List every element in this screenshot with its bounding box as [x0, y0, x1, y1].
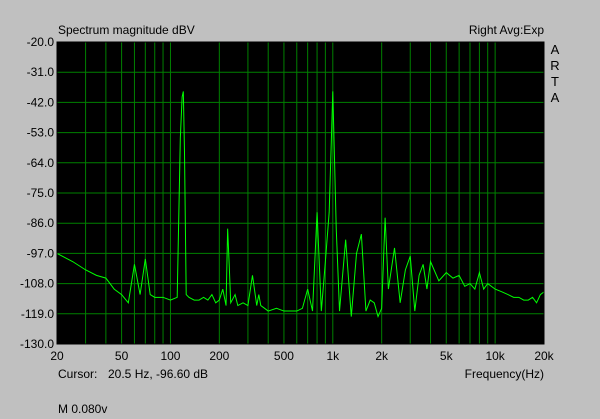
- y-tick-label: -130.0: [20, 337, 54, 351]
- x-tick-label: 10k: [485, 349, 505, 363]
- x-tick-label: 200: [209, 349, 229, 363]
- brand-letter: A: [550, 42, 560, 57]
- x-tick-label: 20: [50, 349, 64, 363]
- brand-letter: A: [550, 90, 560, 105]
- plot-frame: [56, 41, 545, 345]
- brand-letter: R: [550, 58, 560, 73]
- y-tick-label: -31.0: [27, 65, 55, 79]
- cursor-label: Cursor:: [58, 367, 98, 381]
- y-tick-label: -75.0: [27, 186, 55, 200]
- x-tick-label: 20k: [534, 349, 554, 363]
- brand-letter: T: [551, 74, 559, 89]
- x-tick-label: 2k: [375, 349, 389, 363]
- y-tick-label: -20.0: [27, 35, 55, 49]
- y-tick-label: -86.0: [27, 216, 55, 230]
- x-tick-label: 100: [160, 349, 180, 363]
- spectrum-trace: [56, 91, 545, 319]
- brand-letters: A R T A: [549, 42, 561, 106]
- y-tick-label: -119.0: [21, 307, 54, 321]
- x-tick-label: 50: [115, 349, 129, 363]
- y-tick-label: -97.0: [27, 246, 55, 260]
- y-tick-label: -64.0: [27, 156, 55, 170]
- x-tick-label: 5k: [440, 349, 454, 363]
- plot-title: Spectrum magnitude dBV: [58, 23, 195, 37]
- cursor-readout: 20.5 Hz, -96.60 dB: [108, 367, 209, 381]
- footer-status: M 0.080v: [58, 402, 108, 416]
- x-tick-label: 500: [274, 349, 294, 363]
- y-tick-label: -42.0: [27, 95, 55, 109]
- x-axis-label: Frequency(Hz): [464, 367, 544, 381]
- y-tick-label: -108.0: [20, 277, 54, 291]
- plot-status: Right Avg:Exp: [468, 23, 544, 37]
- x-tick-label: 1k: [326, 349, 340, 363]
- y-tick-label: -53.0: [27, 126, 55, 140]
